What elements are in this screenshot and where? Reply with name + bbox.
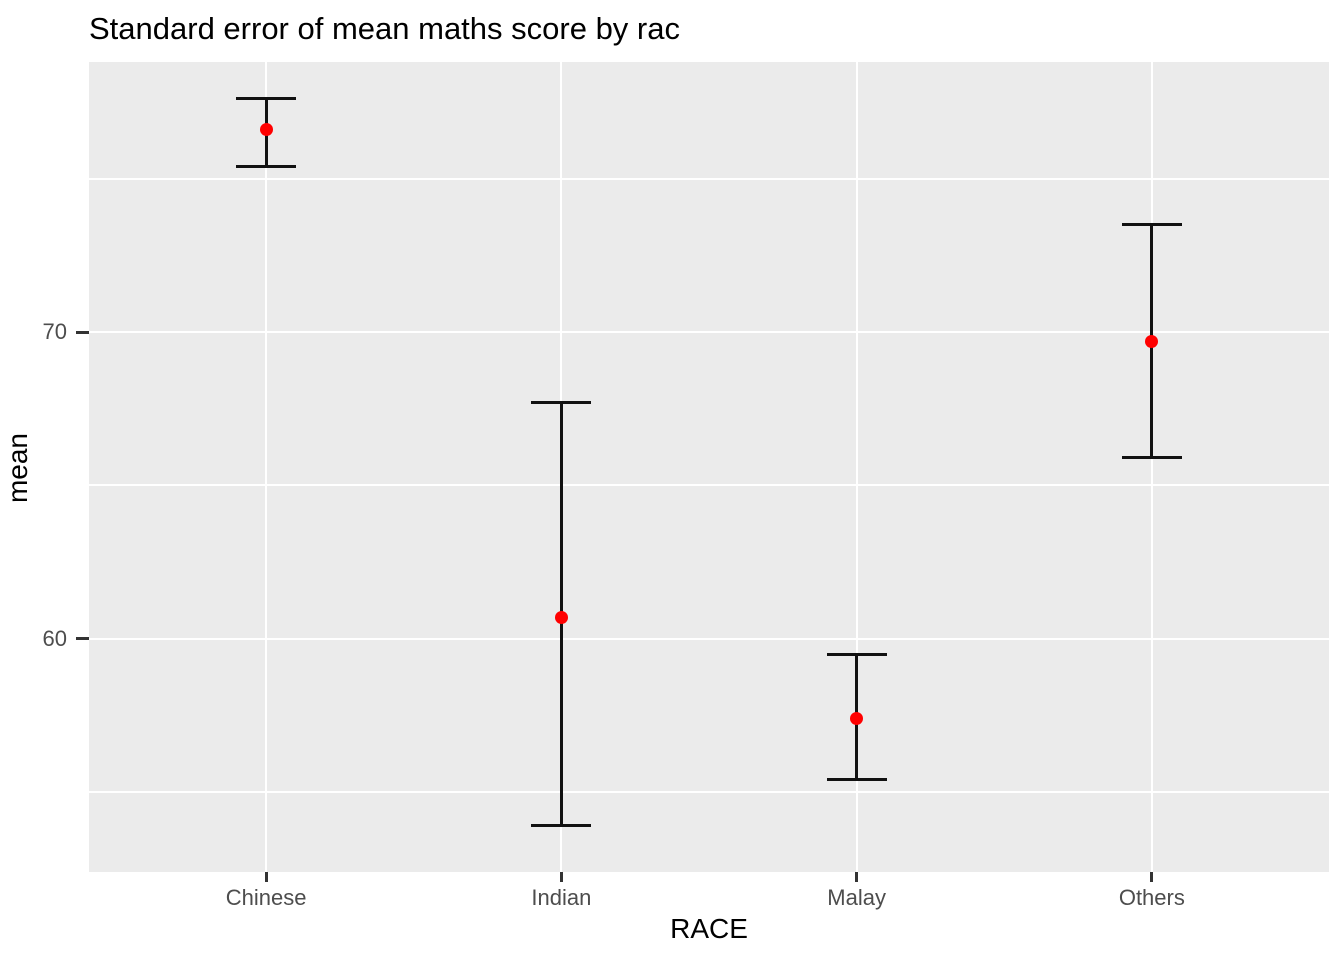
chart-title: Standard error of mean maths score by ra… <box>89 11 680 46</box>
gridline-minor <box>89 791 1329 794</box>
y-tick-mark <box>76 330 89 334</box>
x-tick-label: Malay <box>827 885 886 910</box>
x-tick-label: Indian <box>531 885 592 910</box>
error-bar-cap-bottom <box>826 778 887 782</box>
x-tick-mark <box>1150 872 1154 882</box>
mean-point <box>1145 334 1159 348</box>
x-axis-title: RACE <box>670 913 748 944</box>
gridline-major <box>89 331 1329 333</box>
error-bar-cap-bottom <box>1121 456 1182 460</box>
error-bar-cap-top <box>236 97 297 101</box>
gridline-minor <box>89 177 1329 180</box>
x-tick-mark <box>264 872 268 882</box>
gridline-vertical <box>855 62 858 872</box>
x-tick-label: Chinese <box>225 885 307 910</box>
y-tick-mark <box>76 637 89 641</box>
error-bar-cap-bottom <box>531 824 592 828</box>
gridline-vertical <box>265 62 268 872</box>
error-bar-cap-top <box>1121 223 1182 227</box>
error-bar-cap-top <box>531 401 592 405</box>
gridline-minor <box>89 484 1329 487</box>
mean-point <box>554 610 568 624</box>
x-tick-mark <box>559 872 563 882</box>
gridline-vertical <box>1150 62 1153 872</box>
y-axis-title: mean <box>2 432 33 504</box>
mean-point <box>850 712 864 726</box>
error-bar-cap-top <box>826 652 887 656</box>
y-tick-label: 60 <box>42 625 67 651</box>
x-tick-mark <box>855 872 859 882</box>
gridline-major <box>89 637 1329 640</box>
error-bar-cap-bottom <box>236 164 297 168</box>
y-tick-label: 70 <box>42 319 67 344</box>
mean-point <box>259 123 273 136</box>
plot-panel <box>89 62 1329 872</box>
x-tick-label: Others <box>1118 885 1185 910</box>
